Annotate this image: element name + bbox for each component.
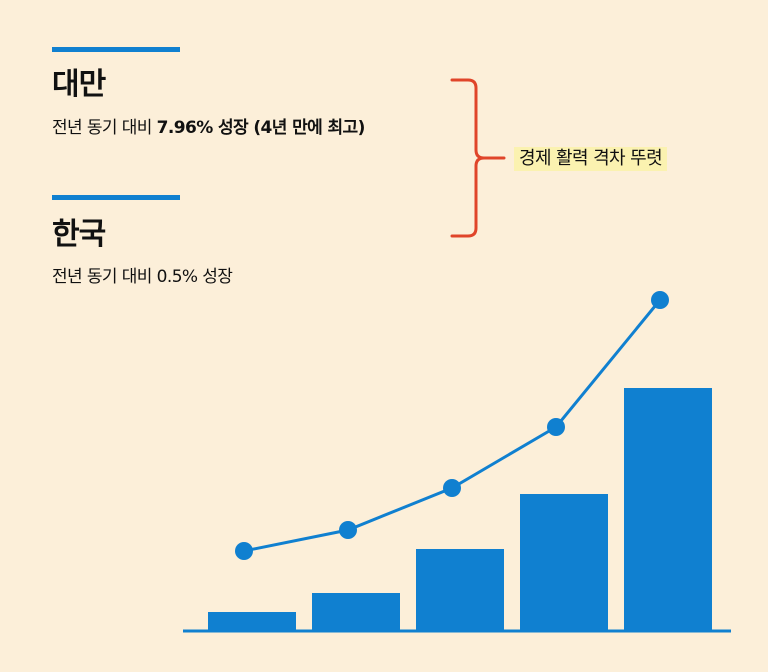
trend-point-4 [547, 418, 565, 436]
korea-detail-emphasis: 0.5% 성장 [156, 267, 233, 287]
taiwan-detail-prefix: 전년 동기 대비 [52, 118, 152, 138]
taiwan-detail-emphasis: 7.96% 성장 (4년 만에 최고) [156, 118, 366, 138]
trend-point-3 [443, 479, 461, 497]
korea-heading: 한국 [52, 217, 106, 252]
bar-1 [208, 612, 296, 630]
bar-5 [624, 388, 712, 630]
taiwan-detail: 전년 동기 대비 7.96% 성장 (4년 만에 최고) [52, 120, 365, 137]
taiwan-heading: 대만 [52, 67, 106, 102]
trend-point-5 [651, 291, 669, 309]
korea-detail-prefix: 전년 동기 대비 [52, 267, 152, 287]
taiwan-accent-rule [52, 47, 180, 52]
bar-4 [520, 494, 608, 630]
bracket-icon [450, 78, 506, 238]
trend-point-1 [235, 542, 253, 560]
trend-point-2 [339, 521, 357, 539]
korea-detail: 전년 동기 대비 0.5% 성장 [52, 267, 233, 287]
bar-3 [416, 549, 504, 630]
bar-2 [312, 593, 400, 630]
chart-bars [208, 388, 712, 630]
korea-accent-rule [52, 195, 180, 200]
trend-points [235, 291, 669, 560]
conclusion-highlight: 경제 활력 격차 뚜렷 [514, 147, 668, 171]
